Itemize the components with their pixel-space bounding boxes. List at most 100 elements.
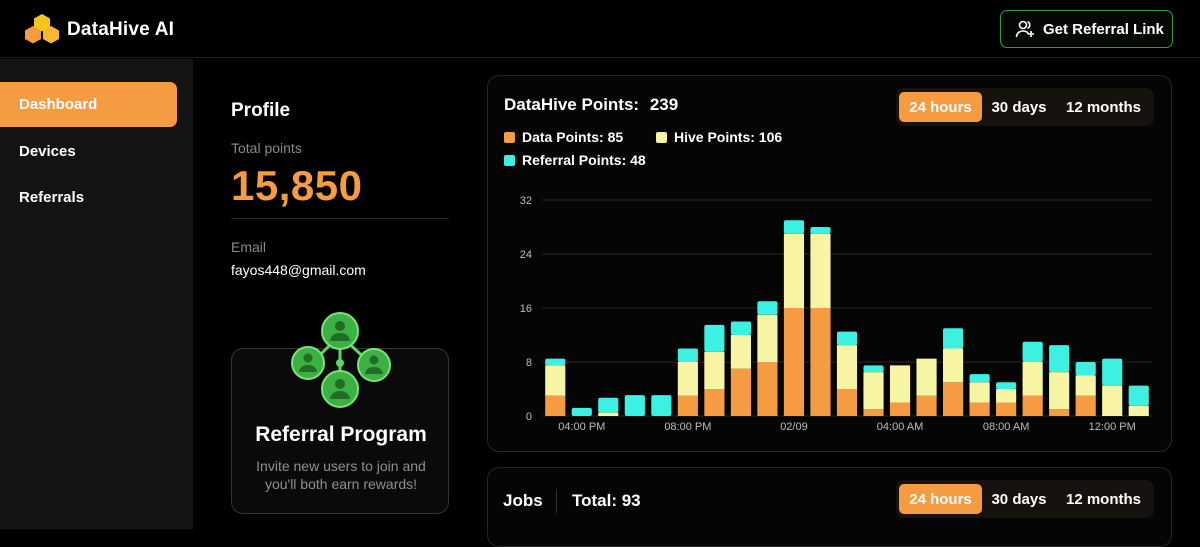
bar-segment bbox=[916, 358, 937, 396]
referral-program-title: Referral Program bbox=[255, 423, 427, 446]
bar-segment bbox=[836, 345, 858, 389]
bar-segment bbox=[624, 395, 645, 416]
bar-segment bbox=[783, 220, 805, 234]
bar-segment bbox=[730, 321, 751, 335]
bar-segment bbox=[1049, 409, 1070, 416]
legend-label: Referral Points: 48 bbox=[522, 152, 646, 168]
sidebar-item-label: Dashboard bbox=[19, 96, 98, 113]
jobs-range-12-months-button[interactable]: 12 months bbox=[1065, 490, 1141, 508]
bar-segment bbox=[1049, 345, 1070, 373]
bar-segment bbox=[810, 308, 831, 416]
y-tick-label: 0 bbox=[526, 411, 532, 423]
email-value: fayos448@gmail.com bbox=[231, 262, 366, 278]
top-bar: DataHive AI Get Referral Link bbox=[0, 0, 1200, 58]
points-total-value: 239 bbox=[649, 95, 679, 114]
bar-segment bbox=[1075, 362, 1096, 376]
legend-label: Hive Points: 106 bbox=[674, 129, 783, 145]
bar-segment bbox=[863, 409, 884, 416]
bar-segment bbox=[598, 412, 619, 416]
bar-segment bbox=[545, 395, 566, 416]
jobs-range-selector: 24 hours 30 days 12 months bbox=[896, 480, 1154, 518]
bar-segment bbox=[545, 365, 566, 396]
bar-segment bbox=[889, 365, 911, 403]
jobs-title: Jobs bbox=[503, 491, 543, 510]
bar-segment bbox=[571, 407, 592, 416]
bar-segment bbox=[1022, 395, 1043, 416]
y-tick-label: 32 bbox=[520, 195, 532, 207]
bar-segment bbox=[943, 328, 964, 349]
bar-segment bbox=[783, 308, 805, 416]
x-tick-label: 04:00 PM bbox=[558, 421, 605, 433]
bar-segment bbox=[863, 365, 884, 373]
bar-segment bbox=[598, 397, 619, 413]
points-title-label: DataHive Points: bbox=[504, 95, 640, 114]
x-tick-label: 08:00 AM bbox=[983, 421, 1029, 433]
bar-segment bbox=[545, 358, 566, 366]
bar-segment bbox=[677, 395, 698, 416]
bar-segment bbox=[810, 233, 831, 308]
sidebar-item-dashboard[interactable]: Dashboard bbox=[0, 82, 177, 127]
sidebar-item-label: Devices bbox=[19, 143, 76, 160]
range-12-months-button[interactable]: 12 months bbox=[1065, 98, 1141, 116]
range-30-days-button[interactable]: 30 days bbox=[991, 98, 1047, 116]
get-referral-link-label: Get Referral Link bbox=[1043, 20, 1164, 38]
profile-divider bbox=[231, 218, 449, 219]
bar-segment bbox=[704, 324, 725, 352]
bar-segment bbox=[969, 382, 990, 403]
legend-data-points[interactable]: Data Points: 85 bbox=[504, 129, 623, 145]
bar-segment bbox=[1128, 405, 1149, 416]
sidebar-item-referrals[interactable]: Referrals bbox=[0, 175, 177, 220]
add-user-icon bbox=[1015, 20, 1034, 38]
bar-segment bbox=[836, 331, 858, 346]
bar-segment bbox=[836, 389, 858, 416]
jobs-divider bbox=[556, 489, 557, 513]
bar-segment bbox=[996, 382, 1017, 389]
bar-segment bbox=[730, 335, 751, 369]
bar-segment bbox=[1075, 375, 1096, 396]
points-range-selector: 24 hours 30 days 12 months bbox=[896, 88, 1154, 126]
user-node-top bbox=[321, 312, 359, 350]
bar-segment bbox=[704, 351, 725, 389]
sidebar-item-devices[interactable]: Devices bbox=[0, 129, 177, 174]
bar-segment bbox=[863, 372, 884, 410]
y-tick-label: 16 bbox=[520, 303, 532, 315]
bar-segment bbox=[783, 233, 805, 308]
jobs-total: Total: 93 bbox=[572, 491, 641, 510]
total-points-label: Total points bbox=[231, 140, 302, 156]
bar-segment bbox=[1022, 341, 1043, 362]
referral-points-swatch bbox=[504, 154, 515, 166]
points-panel-title: DataHive Points: 239 bbox=[504, 95, 678, 115]
range-24-hours-button[interactable]: 24 hours bbox=[899, 92, 982, 122]
bar-segment bbox=[1102, 385, 1123, 416]
hive-logo-icon bbox=[25, 14, 59, 44]
y-tick-label: 24 bbox=[520, 249, 532, 261]
profile-section: Profile Total points 15,850 Email fayos4… bbox=[231, 100, 449, 278]
hive-points-swatch bbox=[656, 131, 667, 143]
bar-segment bbox=[810, 227, 831, 234]
total-points-value: 15,850 bbox=[231, 162, 363, 209]
points-bar-chart: 0 8 16 24 32 04:00 PM 08:00 PM 02/09 04:00 AM 08:… bbox=[520, 195, 1152, 433]
jobs-range-30-days-button[interactable]: 30 days bbox=[991, 490, 1047, 508]
bar-segment bbox=[651, 395, 672, 416]
bar-segment bbox=[1128, 385, 1149, 406]
referral-network-icon bbox=[291, 312, 391, 408]
sidebar: Dashboard Devices Referrals bbox=[0, 59, 193, 529]
bar-segment bbox=[757, 301, 778, 315]
referral-program-description: Invite new users to join and you'll both… bbox=[256, 458, 426, 492]
bar-segment bbox=[1049, 372, 1070, 410]
legend-label: Data Points: 85 bbox=[522, 129, 624, 145]
bar-segment bbox=[996, 389, 1017, 403]
bar-segment bbox=[1022, 362, 1043, 396]
get-referral-link-button[interactable]: Get Referral Link bbox=[1000, 10, 1173, 48]
data-points-swatch bbox=[504, 131, 515, 143]
app-name: DataHive AI bbox=[67, 19, 175, 40]
bar-segment bbox=[677, 362, 698, 396]
bar-segment bbox=[889, 402, 911, 416]
legend-hive-points[interactable]: Hive Points: 106 bbox=[656, 129, 782, 145]
x-tick-label: 12:00 PM bbox=[1089, 421, 1136, 433]
y-tick-label: 8 bbox=[526, 357, 532, 369]
legend-referral-points[interactable]: Referral Points: 48 bbox=[504, 152, 646, 168]
bar-segment bbox=[1102, 358, 1123, 386]
jobs-range-24-hours-button[interactable]: 24 hours bbox=[899, 484, 982, 514]
bar-segment bbox=[677, 348, 698, 362]
